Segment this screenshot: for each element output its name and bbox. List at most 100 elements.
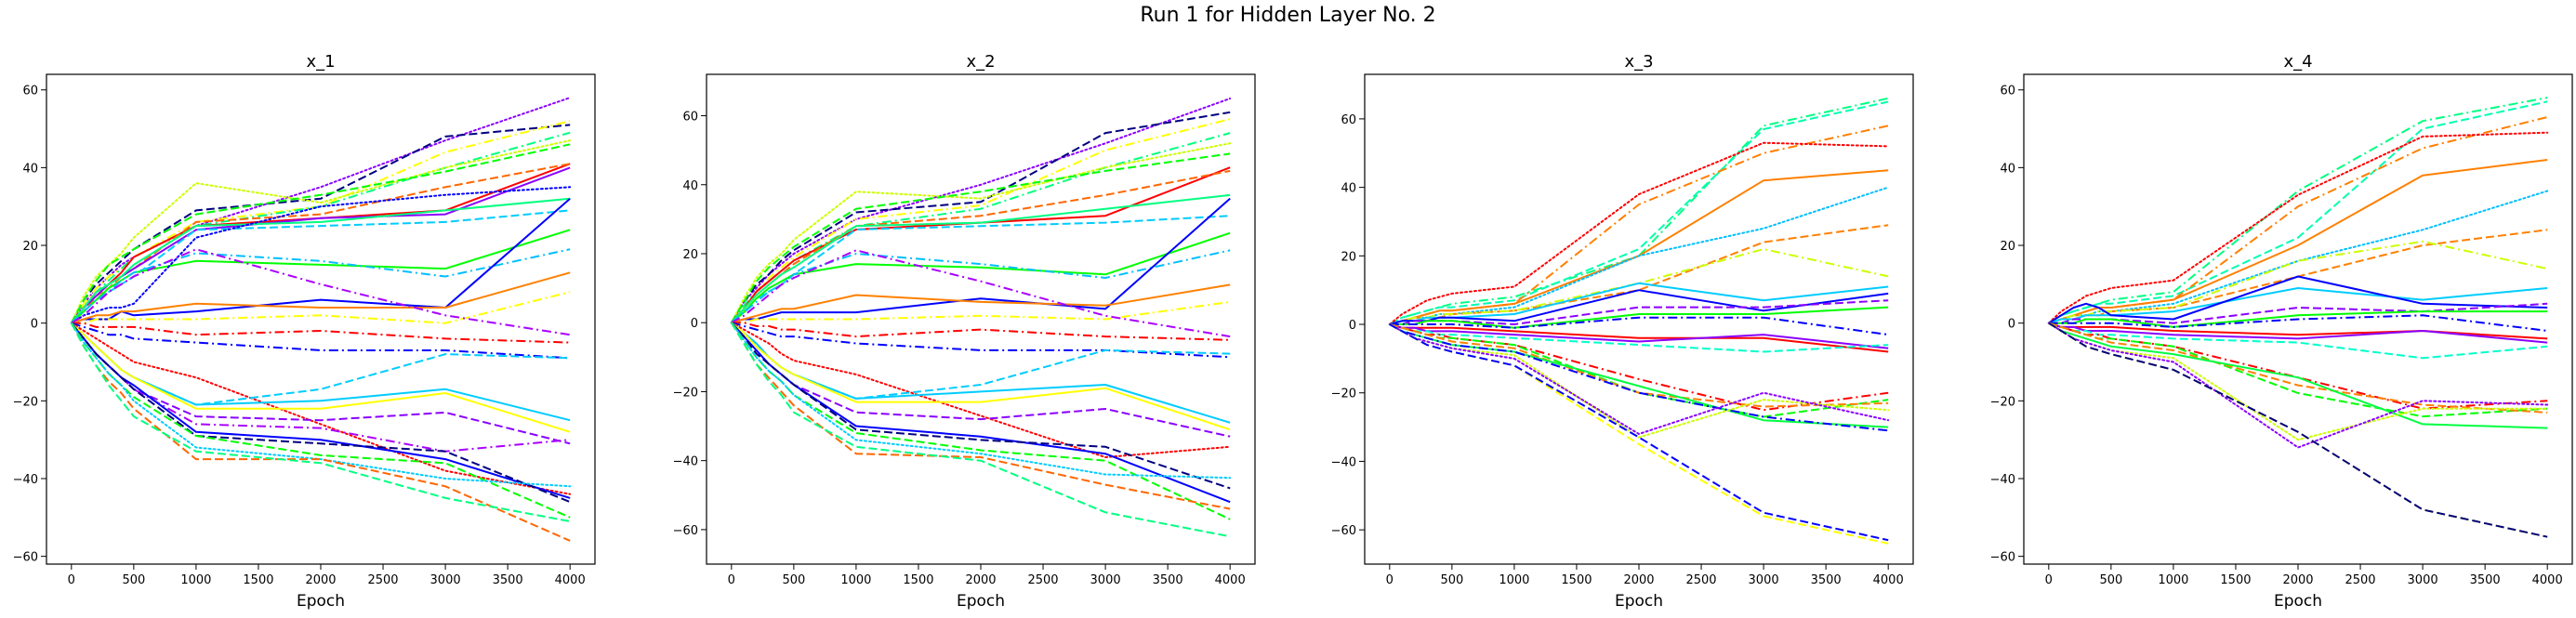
series-line-19 [1389,323,1889,408]
x-tick-label: 3000 [1749,573,1779,587]
series-line-32 [70,322,571,522]
series-line-3 [730,118,1231,323]
series-line-4 [730,132,1231,323]
series-line-15 [71,198,571,324]
series-line-23 [2048,322,2548,538]
x-tick-label: 2500 [367,573,398,587]
series-line-13 [731,197,1231,324]
subplot-x-3: 0 500 1000 1500 2000 2500 3000 3500 4000 −60 −40 −2… [1331,52,1914,611]
series-line-4 [1388,141,1890,325]
series-line-6 [730,152,1231,323]
series-line-11 [2048,302,2548,324]
x-axis-label: Epoch [297,592,345,611]
y-tick-label: 60 [22,85,38,99]
series-line-19 [730,322,1232,458]
subplot-x-4: 0 500 1000 1500 2000 2500 3000 3500 4000 −60 −40 −2… [1990,52,2573,611]
y-tick-label: 0 [691,317,698,331]
series-line-25 [1389,323,1889,542]
series-line-19 [71,322,571,344]
x-tick-label: 2500 [1685,573,1716,587]
x-tick-label: 500 [1440,573,1463,587]
y-tick-label: −40 [1990,473,2015,487]
x-tick-label: 0 [2045,573,2053,587]
y-tick-label: 20 [2000,240,2015,254]
series-line-22 [71,322,571,406]
y-tick-label: 40 [2000,162,2015,176]
series-line-1 [2048,97,2548,324]
x-tick-label: 500 [2099,573,2122,587]
series-line-28 [71,322,571,504]
y-tick-label: −20 [673,386,698,400]
subplot-x-2: 0 500 1000 1500 2000 2500 3000 3500 4000 −60 −40 −2… [673,52,1256,611]
series-line-14 [70,186,572,324]
series-line-15 [1389,323,1889,349]
x-axis-label: Epoch [2274,592,2322,611]
y-tick-label: −60 [1331,524,1356,538]
y-tick-label: 0 [31,318,38,332]
series-line-2 [730,111,1231,323]
series-line-17 [71,291,571,324]
y-tick-label: 40 [682,179,698,193]
subplot-title: x_4 [2283,52,2312,72]
series-line-2 [70,124,571,324]
series-line-5 [70,139,572,324]
x-tick-label: 3000 [1090,573,1121,587]
series-line-7 [731,166,1231,323]
x-axis-label: Epoch [1615,592,1663,611]
series-line-15 [731,300,1231,324]
y-tick-label: −20 [1331,388,1356,401]
series-line-12 [731,249,1231,323]
series-line-6 [70,143,571,324]
y-tick-label: −40 [13,473,38,487]
x-tick-label: 0 [68,573,75,587]
x-tick-label: 3000 [2408,573,2438,587]
figure-title: Run 1 for Hidden Layer No. 2 [1140,4,1436,27]
x-tick-label: 3500 [1811,573,1842,587]
x-tick-label: 3500 [1153,573,1183,587]
series-line-19 [2048,322,2548,414]
series-line-15 [2048,322,2548,344]
y-tick-label: −60 [13,551,38,565]
series-line-20 [2048,322,2548,429]
x-tick-label: 1500 [2220,573,2251,587]
plot-frame [1364,73,1914,565]
x-tick-label: 2000 [2282,573,2313,587]
y-tick-label: 60 [2000,85,2015,99]
series-line-16 [731,249,1231,338]
y-tick-label: 60 [682,111,698,125]
series-line-10 [2048,275,2548,324]
y-tick-label: 60 [1341,113,1356,127]
y-tick-label: −40 [673,455,698,469]
series-line-9 [2048,287,2548,324]
series-line-20 [731,322,1231,400]
y-tick-label: −20 [1990,395,2015,409]
x-tick-label: 3500 [493,573,523,587]
x-tick-label: 0 [1386,573,1394,587]
y-tick-label: −20 [13,395,38,409]
series-line-26 [71,322,571,453]
series-line-22 [2047,322,2549,449]
series-line-4 [2047,131,2549,324]
series-line-25 [731,322,1231,490]
y-tick-label: 40 [1341,182,1356,196]
x-tick-label: 2000 [305,573,336,587]
series-line-13 [71,248,571,324]
series-line-16 [71,271,571,324]
x-tick-label: 3500 [2470,573,2501,587]
x-tick-label: 2500 [2345,573,2375,587]
series-line-10 [1389,289,1889,325]
series-line-23 [1388,323,1890,435]
x-tick-label: 0 [728,573,735,587]
x-tick-label: 3000 [430,573,461,587]
series-line-1 [1389,97,1889,325]
x-tick-label: 2000 [965,573,996,587]
series-line-14 [1389,323,1889,353]
series-line-6 [2047,190,2549,324]
x-tick-label: 4000 [1873,573,1904,587]
series-line-24 [2048,322,2548,538]
y-tick-label: −40 [1331,455,1356,469]
subplot-title: x_3 [1624,52,1653,72]
y-tick-label: 0 [1349,319,1356,333]
series-line-29 [70,322,571,519]
